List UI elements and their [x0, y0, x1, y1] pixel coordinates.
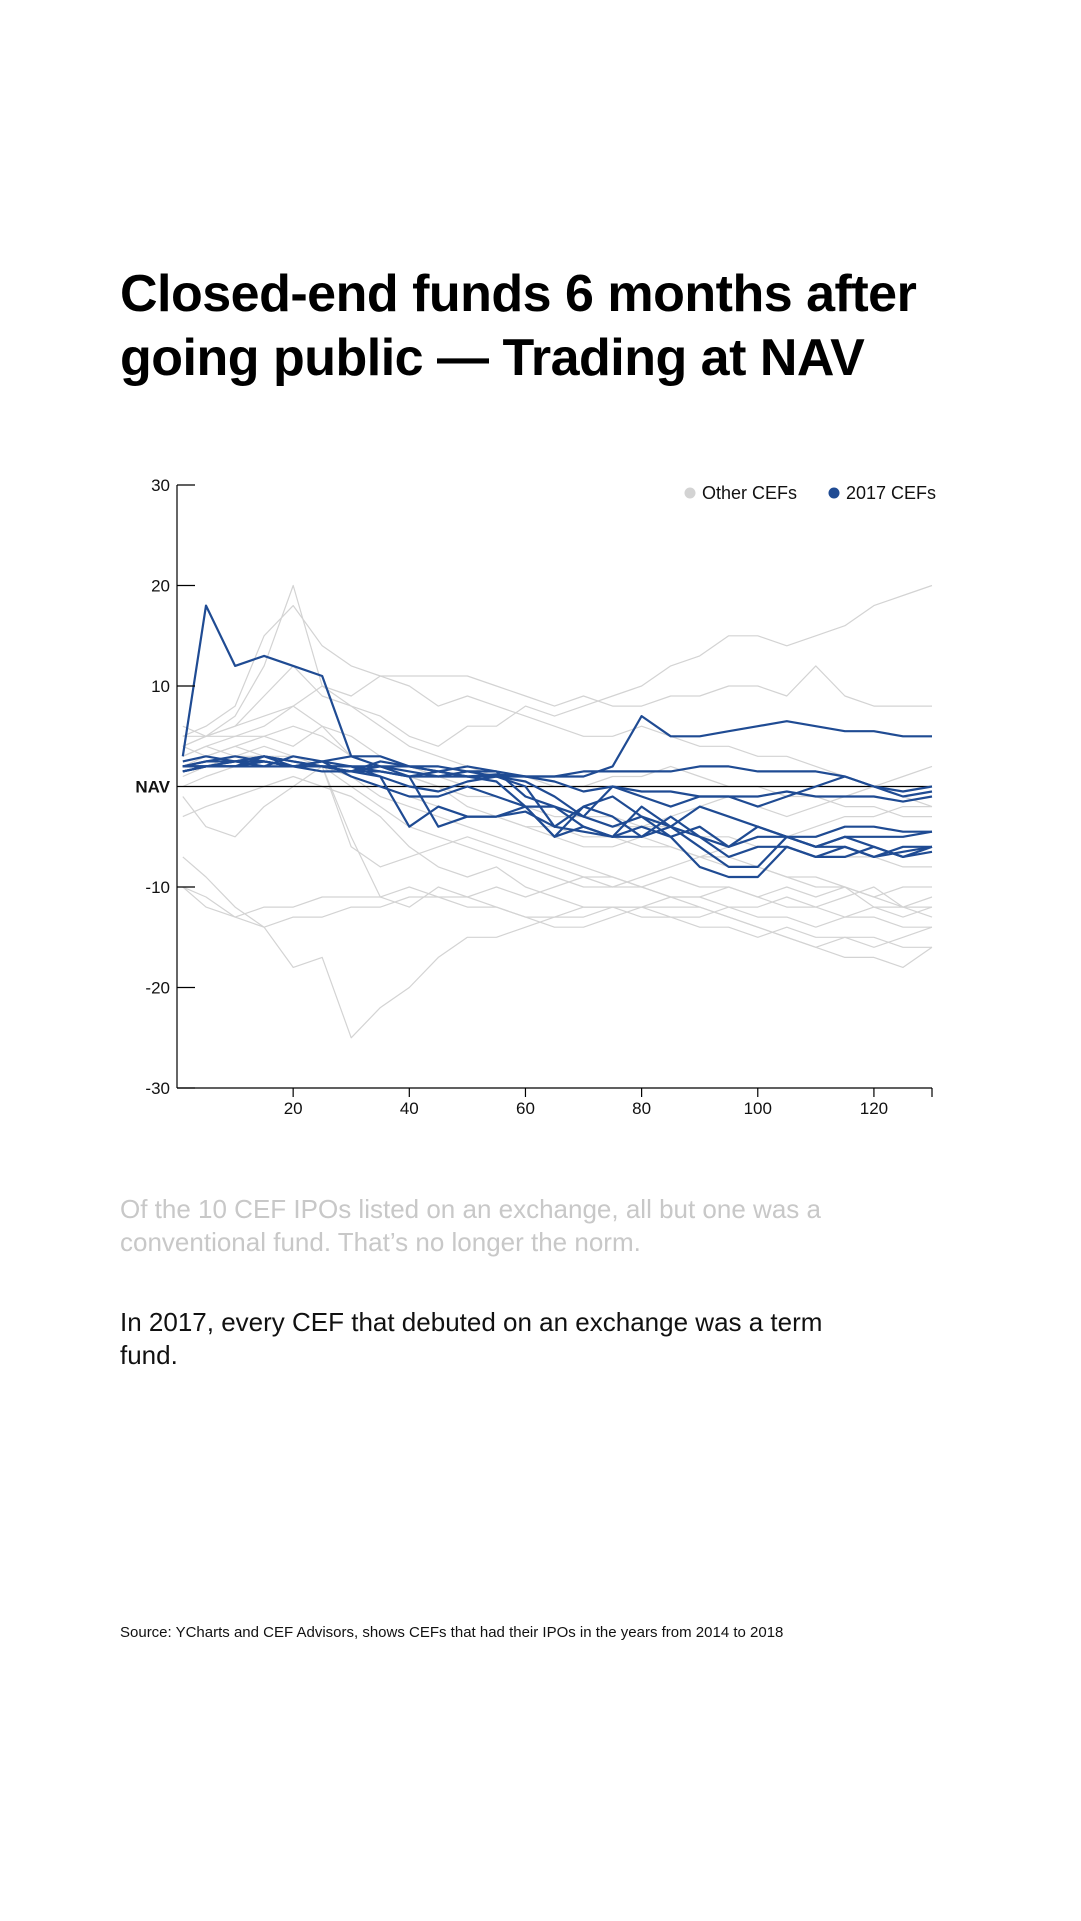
page-title: Closed-end funds 6 months after going pu… — [120, 265, 917, 387]
series-line-2017-cef — [181, 604, 932, 858]
x-tick-label: 40 — [400, 1099, 419, 1118]
y-tick-label: -30 — [145, 1079, 170, 1098]
x-tick-label: 20 — [284, 1099, 303, 1118]
x-tick-label: 80 — [632, 1099, 651, 1118]
other-cef-lines — [182, 584, 933, 1039]
y-tick-label: NAV — [135, 778, 170, 797]
legend-label-2017: 2017 CEFs — [846, 483, 936, 503]
x-tick-label: 120 — [860, 1099, 888, 1118]
x-tick-label: 60 — [516, 1099, 535, 1118]
series-line-2017-cef — [182, 755, 932, 838]
y-tick-label: 30 — [151, 476, 170, 495]
series-line-other-cef — [182, 886, 932, 1039]
series-line-2017-cef — [182, 755, 933, 818]
intro-paragraph-muted: Of the 10 CEF IPOs listed on an exchange… — [120, 1194, 821, 1257]
cef-2017-lines — [181, 604, 933, 879]
intro-paragraph: In 2017, every CEF that debuted on an ex… — [120, 1307, 823, 1370]
x-tick-label: 100 — [744, 1099, 772, 1118]
axes: 30 20 10 NAV -10 -20 -30 20 40 60 80 100 120 — [135, 476, 933, 1118]
legend: Other CEFs 2017 CEFs — [684, 483, 936, 503]
y-tick-label: 20 — [151, 577, 170, 596]
series-line-other-cef — [182, 775, 933, 948]
y-tick-label: 10 — [151, 677, 170, 696]
series-line-other-cef — [182, 745, 932, 888]
source-note: Source: YCharts and CEF Advisors, shows … — [120, 1624, 784, 1641]
series-line-other-cef — [182, 886, 933, 928]
legend-dot-other — [684, 487, 696, 499]
y-tick-label: -20 — [145, 979, 170, 998]
series-line-other-cef — [182, 725, 933, 918]
series-line-other-cef — [182, 665, 932, 757]
series-line-2017-cef — [182, 760, 933, 858]
legend-label-other: Other CEFs — [702, 483, 797, 503]
series-line-other-cef — [182, 605, 933, 808]
series-line-other-cef — [182, 856, 932, 928]
series-line-other-cef — [182, 745, 932, 898]
line-chart: 30 20 10 NAV -10 -20 -30 20 40 60 80 100 120 Other C… — [135, 476, 936, 1118]
legend-dot-2017 — [828, 487, 840, 499]
series-line-other-cef — [182, 665, 932, 818]
y-tick-label: -10 — [145, 878, 170, 897]
series-line-other-cef — [182, 705, 933, 828]
